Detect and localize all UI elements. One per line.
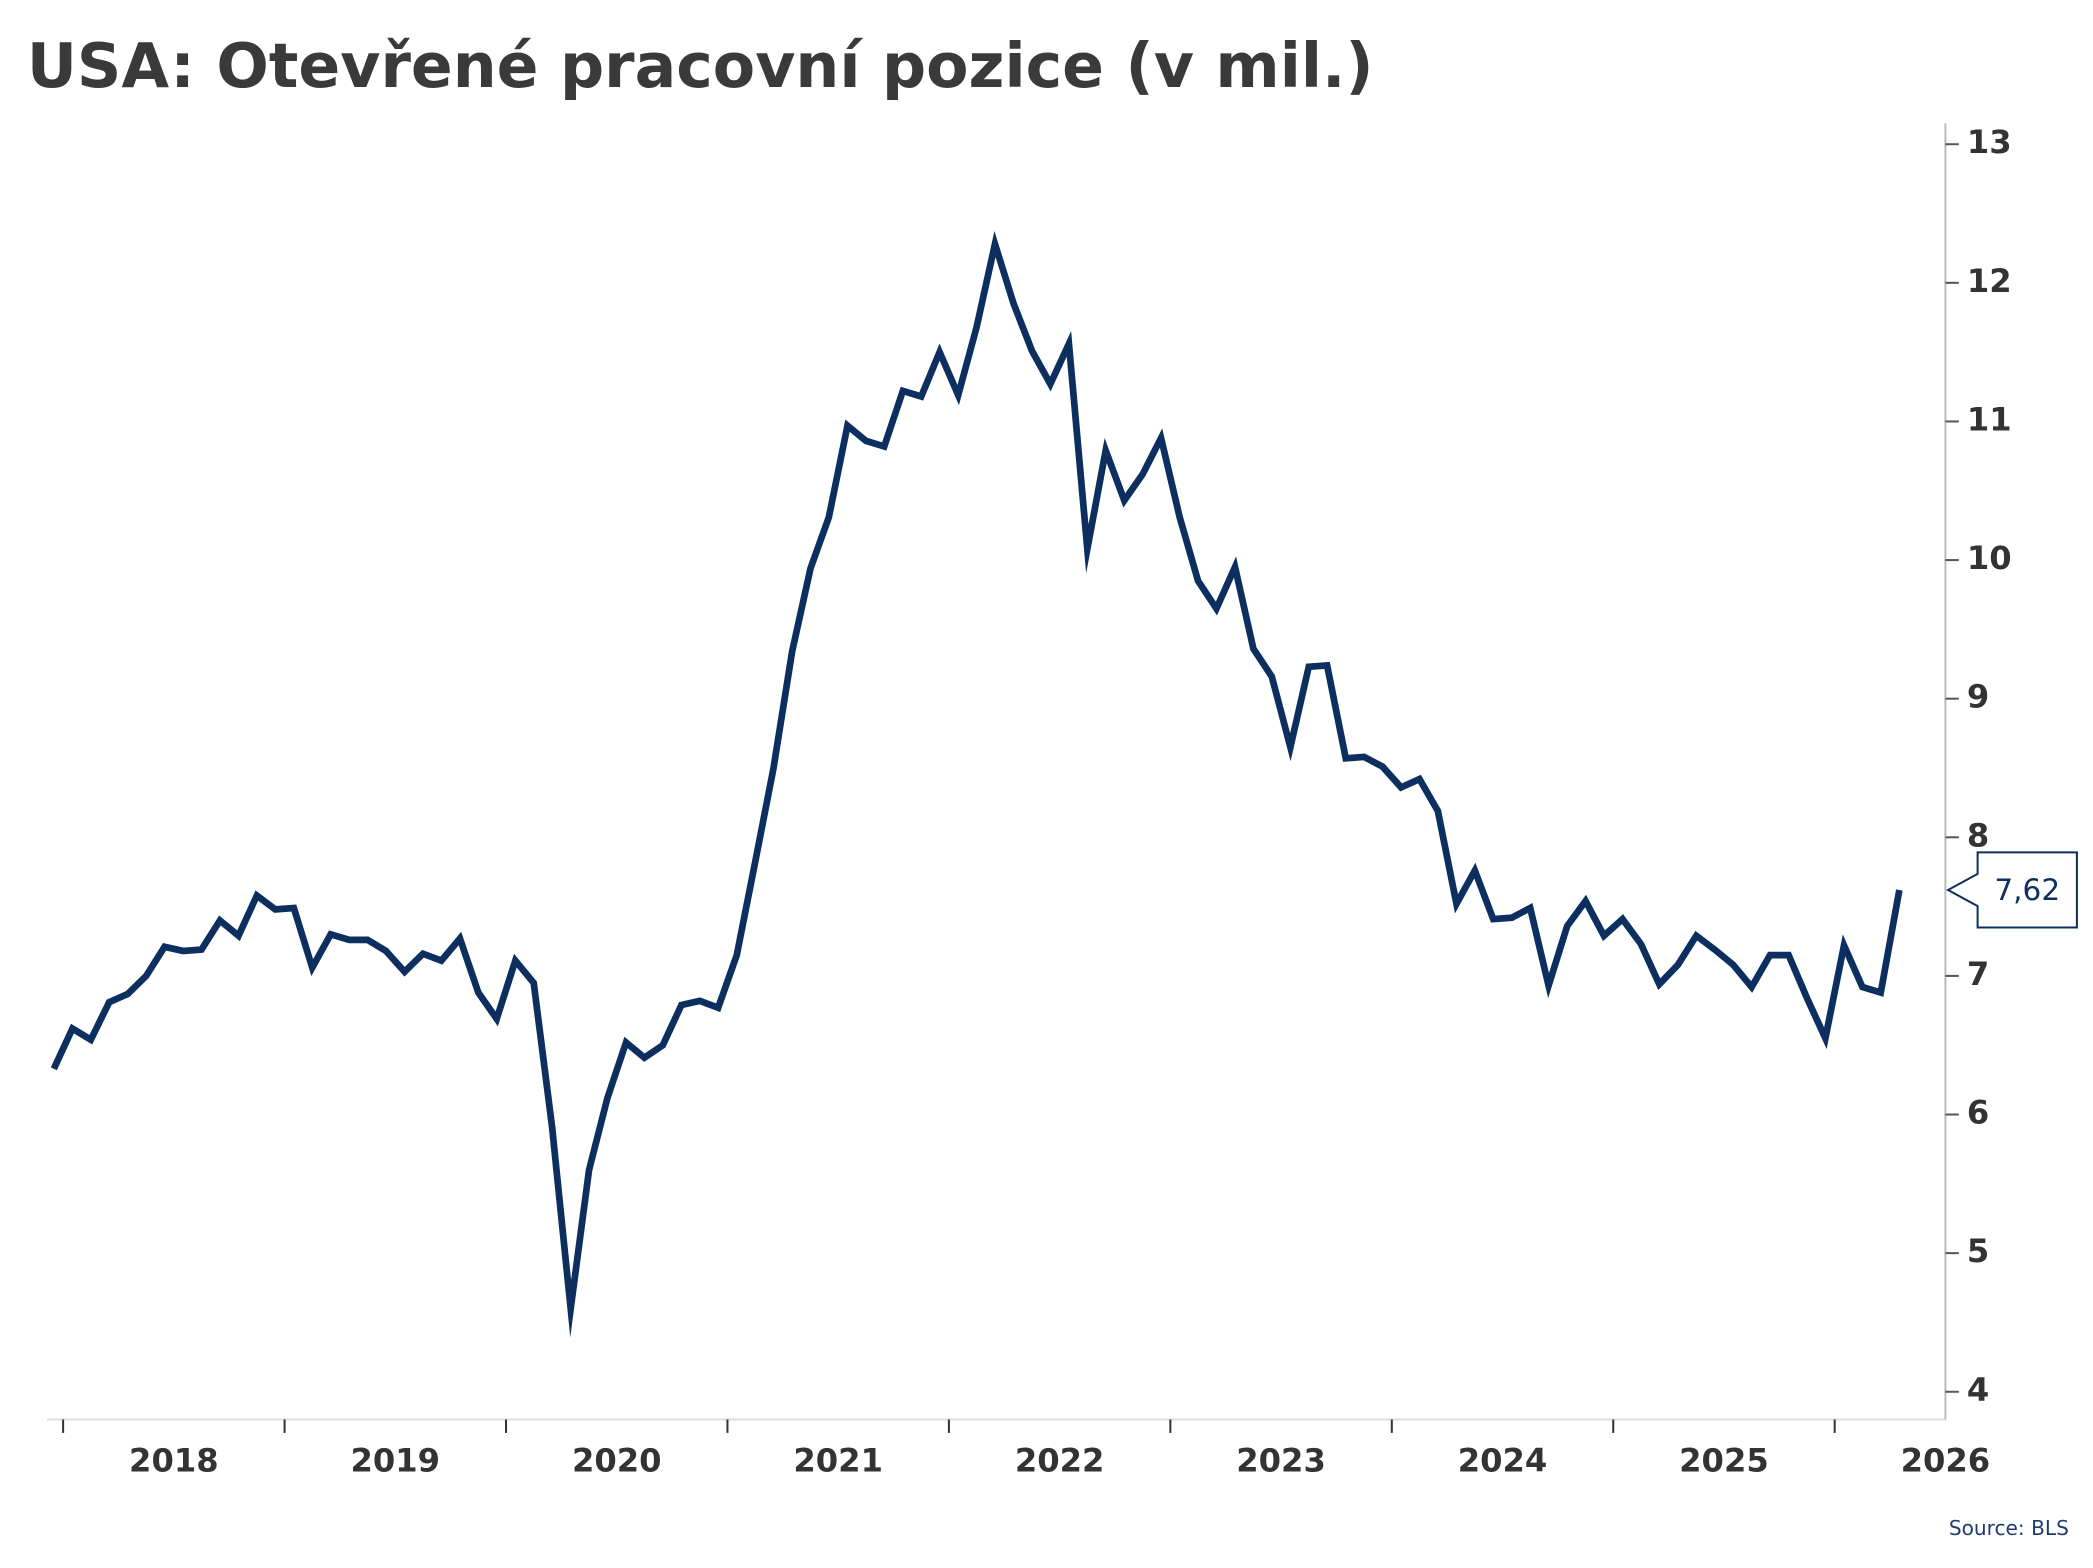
y-tick-label: 6	[1967, 1094, 1989, 1132]
value-label: 7,62	[1994, 873, 2060, 907]
x-tick-label: 2020	[572, 1441, 662, 1479]
y-tick-label: 12	[1967, 262, 2012, 300]
y-tick-label: 5	[1967, 1232, 1989, 1270]
source-note: Source: BLS	[1949, 1516, 2069, 1540]
x-tick-label: 2023	[1236, 1441, 1326, 1479]
x-tick-label: 2019	[350, 1441, 440, 1479]
value-callout	[1945, 851, 2078, 929]
data-line	[50, 230, 1903, 1338]
x-tick-label: 2022	[1015, 1441, 1105, 1479]
y-tick-label: 11	[1967, 400, 2012, 438]
x-tick-label: 2026	[1901, 1441, 1991, 1479]
chart-title: USA: Otevřené pracovní pozice (v mil.)	[27, 30, 1374, 102]
x-tick-label: 2025	[1679, 1441, 1769, 1479]
x-tick-label: 2024	[1458, 1441, 1548, 1479]
x-tick-label: 2021	[793, 1441, 883, 1479]
y-tick-label: 4	[1967, 1371, 1989, 1409]
x-tick-label: 2018	[129, 1441, 219, 1479]
y-tick-label: 8	[1967, 816, 1989, 854]
y-tick-label: 13	[1967, 123, 2012, 161]
y-tick-label: 9	[1967, 678, 1989, 716]
y-tick-label: 10	[1967, 539, 2012, 577]
y-tick-label: 7	[1967, 955, 1989, 993]
